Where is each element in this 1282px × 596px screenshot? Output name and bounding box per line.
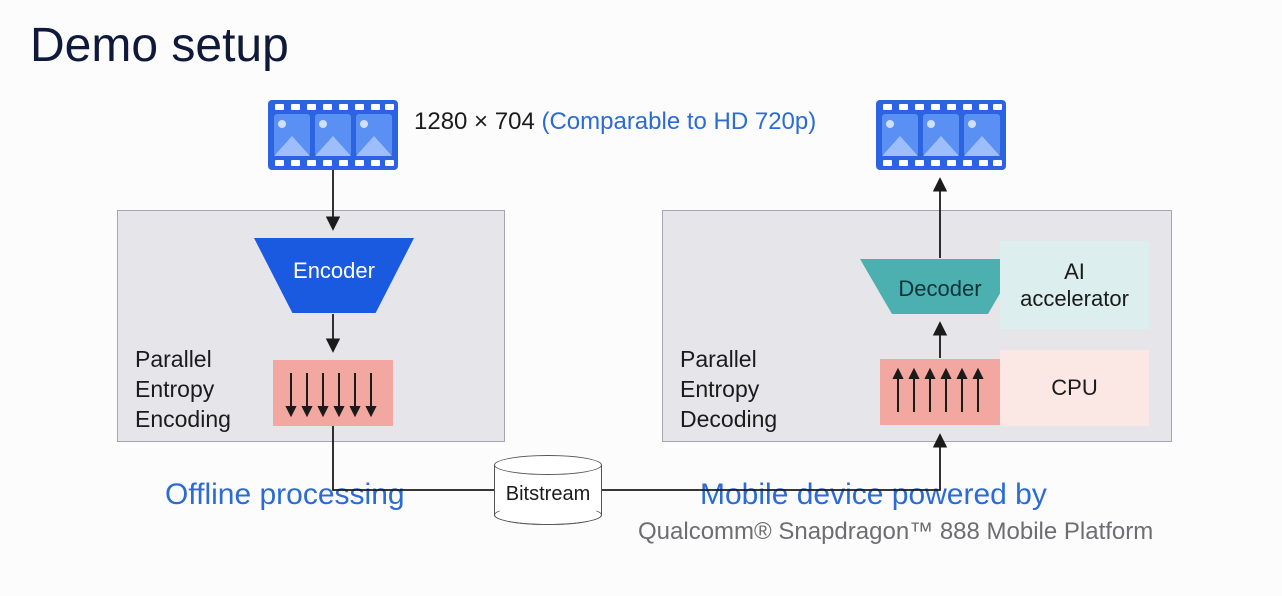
ai-accelerator-block: AI accelerator (1000, 241, 1149, 329)
mobile-caption: Mobile device powered by (700, 478, 1047, 512)
film-strip-icon (268, 100, 398, 170)
mobile-subcaption: Qualcomm® Snapdragon™ 888 Mobile Platfor… (638, 518, 1153, 546)
resolution-dims: 1280 × 704 (414, 108, 541, 135)
entropy-decoding-block (880, 359, 1000, 425)
bitstream-cylinder: Bitstream (494, 455, 602, 519)
resolution-note: (Comparable to HD 720p) (541, 108, 816, 135)
entropy-decoding-label: Parallel Entropy Decoding (680, 345, 777, 435)
offline-caption: Offline processing (165, 478, 405, 512)
resolution-text: 1280 × 704 (Comparable to HD 720p) (414, 108, 816, 136)
slide-title: Demo setup (30, 18, 289, 73)
ai-label-line2: accelerator (1020, 286, 1129, 311)
entropy-encoding-label: Parallel Entropy Encoding (135, 345, 231, 435)
ai-label-line1: AI (1064, 259, 1085, 284)
bitstream-label: Bitstream (494, 483, 602, 506)
film-strip-icon (876, 100, 1006, 170)
cpu-block: CPU (1000, 350, 1149, 426)
entropy-encoding-block (273, 360, 393, 426)
